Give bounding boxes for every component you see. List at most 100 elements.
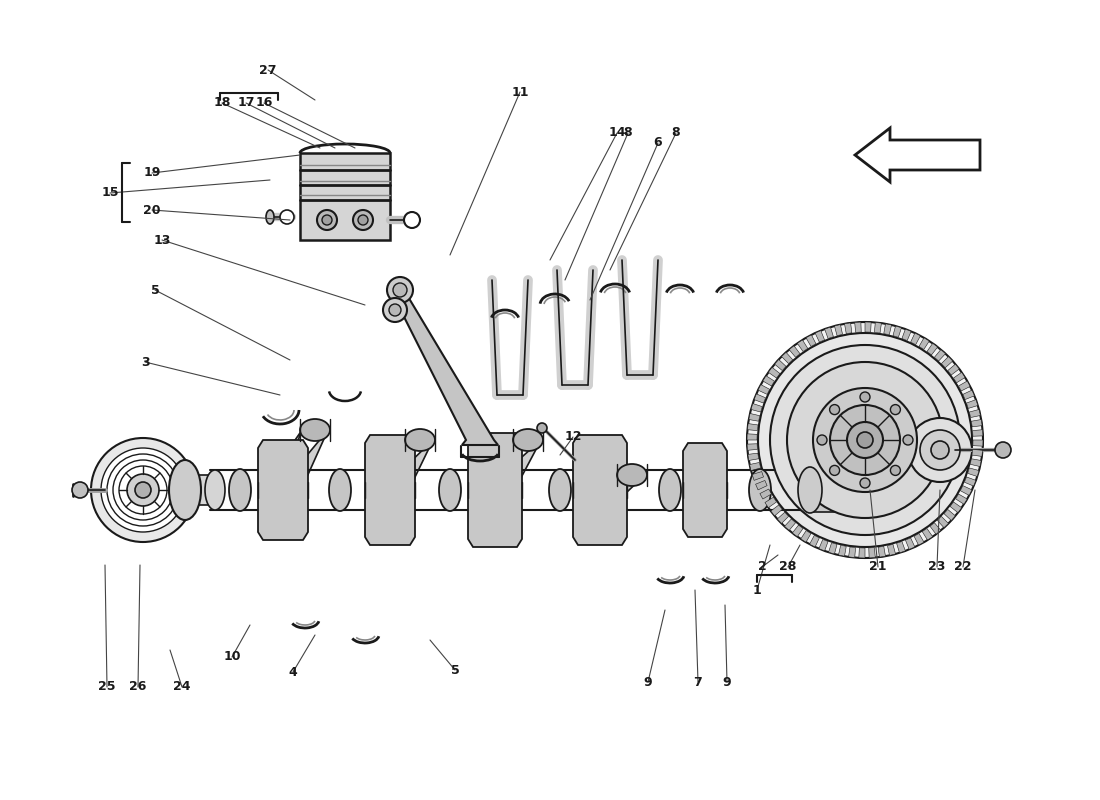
Text: 17: 17 <box>238 97 255 110</box>
Circle shape <box>135 482 151 498</box>
Text: 2: 2 <box>758 561 767 574</box>
Polygon shape <box>972 450 982 457</box>
Ellipse shape <box>439 469 461 511</box>
Polygon shape <box>760 489 771 499</box>
Circle shape <box>358 215 368 225</box>
Polygon shape <box>954 372 965 382</box>
Polygon shape <box>810 535 820 547</box>
Text: 5: 5 <box>151 283 160 297</box>
Polygon shape <box>468 433 522 547</box>
Polygon shape <box>784 519 795 530</box>
Polygon shape <box>865 322 871 332</box>
Polygon shape <box>883 324 891 334</box>
Polygon shape <box>764 498 777 508</box>
Polygon shape <box>782 352 793 364</box>
Polygon shape <box>855 322 861 333</box>
Text: 26: 26 <box>130 681 146 694</box>
Polygon shape <box>365 435 415 545</box>
Circle shape <box>857 432 873 448</box>
Text: 5: 5 <box>451 663 460 677</box>
Circle shape <box>91 438 195 542</box>
Polygon shape <box>922 529 933 540</box>
Circle shape <box>890 466 901 475</box>
Circle shape <box>770 345 960 535</box>
Polygon shape <box>948 364 959 375</box>
Ellipse shape <box>659 469 681 511</box>
Polygon shape <box>874 322 881 333</box>
Polygon shape <box>828 542 837 554</box>
Circle shape <box>847 422 883 458</box>
Polygon shape <box>379 440 433 508</box>
Polygon shape <box>905 538 915 550</box>
Polygon shape <box>927 343 937 355</box>
Polygon shape <box>758 385 770 394</box>
Polygon shape <box>393 295 498 445</box>
Polygon shape <box>845 323 851 334</box>
Polygon shape <box>752 471 763 480</box>
Circle shape <box>908 418 972 482</box>
Polygon shape <box>934 350 946 361</box>
Ellipse shape <box>617 464 647 486</box>
Circle shape <box>890 405 901 414</box>
Ellipse shape <box>749 469 771 511</box>
Ellipse shape <box>266 210 274 224</box>
Circle shape <box>813 388 917 492</box>
Circle shape <box>931 441 949 459</box>
Polygon shape <box>838 546 846 556</box>
Circle shape <box>404 212 420 228</box>
Polygon shape <box>747 444 758 450</box>
Ellipse shape <box>549 469 571 511</box>
Text: 1: 1 <box>752 583 761 597</box>
Circle shape <box>860 392 870 402</box>
Polygon shape <box>683 443 727 537</box>
Polygon shape <box>942 357 953 368</box>
Circle shape <box>383 298 407 322</box>
Ellipse shape <box>169 460 201 520</box>
Circle shape <box>322 215 332 225</box>
Polygon shape <box>930 522 940 534</box>
Circle shape <box>860 478 870 488</box>
Polygon shape <box>869 547 876 558</box>
Polygon shape <box>944 510 956 521</box>
Polygon shape <box>956 494 967 504</box>
Text: 22: 22 <box>955 561 971 574</box>
Text: 19: 19 <box>143 166 161 179</box>
Circle shape <box>829 466 839 475</box>
Circle shape <box>387 277 412 303</box>
Text: 13: 13 <box>153 234 170 246</box>
Text: 20: 20 <box>143 203 161 217</box>
Polygon shape <box>958 381 970 391</box>
Text: 18: 18 <box>213 97 231 110</box>
Polygon shape <box>950 502 961 513</box>
Polygon shape <box>825 327 834 338</box>
Circle shape <box>817 435 827 445</box>
Circle shape <box>537 423 547 433</box>
Circle shape <box>317 210 337 230</box>
Text: 9: 9 <box>644 675 652 689</box>
Polygon shape <box>911 333 921 345</box>
Polygon shape <box>747 423 758 430</box>
Text: 7: 7 <box>694 675 703 689</box>
Polygon shape <box>806 335 816 346</box>
Polygon shape <box>798 340 807 351</box>
Polygon shape <box>962 390 975 399</box>
Ellipse shape <box>300 419 330 441</box>
Polygon shape <box>960 486 972 495</box>
Circle shape <box>829 405 839 414</box>
Polygon shape <box>755 394 766 403</box>
Circle shape <box>107 454 179 526</box>
Polygon shape <box>815 330 825 342</box>
Polygon shape <box>756 481 767 490</box>
Polygon shape <box>789 346 800 358</box>
Polygon shape <box>878 546 886 557</box>
Polygon shape <box>937 516 948 528</box>
Circle shape <box>119 466 167 514</box>
Text: 6: 6 <box>653 137 662 150</box>
Circle shape <box>393 283 407 297</box>
Polygon shape <box>751 403 762 412</box>
Text: 11: 11 <box>512 86 529 98</box>
Circle shape <box>996 442 1011 458</box>
Text: 25: 25 <box>98 681 116 694</box>
Polygon shape <box>749 462 761 470</box>
Text: 16: 16 <box>255 97 273 110</box>
